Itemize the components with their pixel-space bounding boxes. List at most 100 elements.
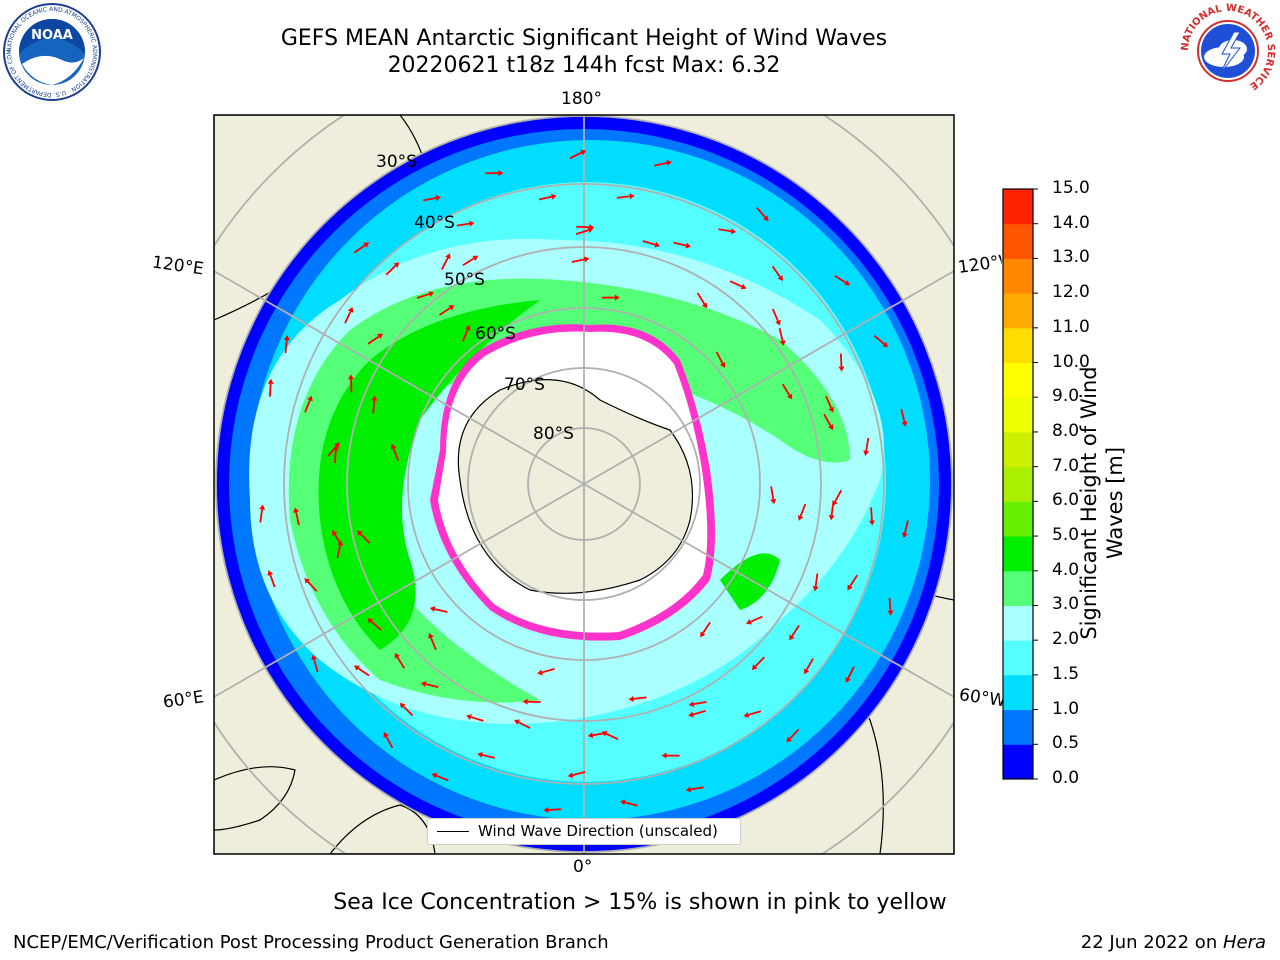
wave-direction-arrow bbox=[715, 351, 724, 364]
wave-direction-arrowhead bbox=[464, 324, 471, 331]
wave-direction-arrow bbox=[754, 656, 766, 668]
lat-label-50s: 50°S bbox=[444, 270, 485, 290]
wave-direction-arrow bbox=[327, 445, 338, 457]
wave-direction-arrowhead bbox=[882, 341, 889, 348]
wave-direction-arrow bbox=[518, 721, 531, 729]
wave-direction-arrow bbox=[441, 257, 449, 270]
wave-direction-arrowhead bbox=[377, 333, 383, 339]
wave-direction-arrowhead bbox=[334, 442, 340, 448]
wave-direction-arrowhead bbox=[786, 736, 792, 743]
colorbar-tick-label: 1.5 bbox=[1052, 663, 1080, 684]
wave-direction-arrow bbox=[307, 581, 318, 592]
colorbar-tick-label: 4.0 bbox=[1052, 559, 1080, 580]
wave-direction-arrow bbox=[259, 509, 264, 523]
credit-line: NCEP/EMC/Verification Post Processing Pr… bbox=[13, 932, 609, 953]
wave-direction-arrowhead bbox=[775, 319, 781, 326]
wave-direction-arrow bbox=[357, 667, 370, 677]
wave-direction-arrow bbox=[359, 533, 371, 544]
colorbar-segment bbox=[1003, 744, 1033, 780]
wave-direction-arrow bbox=[575, 229, 589, 235]
colorbar-segment bbox=[1003, 293, 1033, 329]
wave-direction-arrow bbox=[367, 335, 380, 345]
date-line: 22 Jun 2022 on Hera bbox=[1081, 932, 1266, 953]
wave-direction-arrowhead bbox=[828, 514, 835, 521]
colorbar-segment bbox=[1003, 501, 1033, 537]
wave-direction-arrowhead bbox=[629, 193, 635, 200]
wind-wave-arrows bbox=[259, 149, 909, 813]
wave-direction-arrowhead bbox=[863, 450, 870, 456]
wave-direction-arrowhead bbox=[797, 515, 804, 521]
colorbar-tick-label: 9.0 bbox=[1052, 386, 1080, 407]
wave-direction-arrow bbox=[304, 399, 311, 413]
chart-title: GEFS MEAN Antarctic Significant Height o… bbox=[280, 26, 888, 51]
wave-direction-arrow bbox=[435, 774, 449, 782]
wave-direction-arrowhead bbox=[580, 149, 587, 156]
colorbar-segment bbox=[1003, 640, 1033, 676]
wave-direction-arrowhead bbox=[469, 220, 475, 227]
wave-direction-arrow bbox=[692, 710, 706, 716]
wave-direction-arrow bbox=[385, 265, 397, 276]
wave-direction-arrowhead bbox=[770, 498, 777, 505]
wave-direction-arrow bbox=[462, 257, 475, 267]
wave-direction-arrowhead bbox=[838, 366, 845, 372]
wave-direction-arrow bbox=[336, 545, 341, 559]
nws-logo: NATIONAL WEATHER SERVICE bbox=[1180, 3, 1276, 98]
wave-direction-arrowhead bbox=[293, 507, 299, 513]
wave-direction-arrow bbox=[834, 489, 843, 503]
wave-direction-arrow bbox=[865, 437, 870, 452]
wave-direction-arrowhead bbox=[445, 253, 451, 260]
wave-direction-arrow bbox=[904, 520, 909, 534]
colorbar-segment bbox=[1003, 536, 1033, 572]
colorbar-border bbox=[1002, 188, 1034, 780]
wave-direction-arrowhead bbox=[701, 302, 707, 309]
wave-direction-arrow bbox=[569, 151, 583, 160]
wave-direction-arrowhead bbox=[399, 702, 406, 709]
wave-direction-arrow bbox=[839, 353, 843, 367]
wave-direction-arrowhead bbox=[311, 654, 317, 661]
wave-direction-arrow bbox=[538, 195, 552, 201]
wave-direction-arrowhead bbox=[383, 732, 389, 738]
wave-direction-arrowhead bbox=[654, 241, 661, 248]
colorbar-tick-label: 6.0 bbox=[1052, 490, 1080, 511]
wave-direction-arrowhead bbox=[543, 806, 549, 813]
legend-line-swatch bbox=[437, 831, 469, 832]
wave-direction-arrowhead bbox=[428, 291, 435, 297]
wave-direction-arrowhead bbox=[743, 711, 750, 718]
wave-direction-arrowhead bbox=[589, 224, 595, 231]
wave-direction-arrow bbox=[870, 507, 873, 521]
colorbar-segment bbox=[1003, 362, 1033, 398]
wave-direction-arrowhead bbox=[347, 306, 354, 313]
colorbar-segment bbox=[1003, 570, 1033, 606]
wave-direction-arrow bbox=[805, 658, 814, 671]
wave-direction-arrow bbox=[402, 705, 414, 717]
wave-direction-arrow bbox=[423, 197, 437, 202]
wave-direction-arrow bbox=[313, 659, 319, 673]
noaa-logo: NATIONAL OCEANIC AND ATMOSPHERIC ADMINIS… bbox=[2, 2, 101, 101]
wave-direction-arrowhead bbox=[337, 540, 344, 546]
wave-direction-arrow bbox=[690, 786, 704, 791]
wave-direction-arrow bbox=[823, 413, 832, 427]
wave-direction-arrow bbox=[434, 608, 448, 613]
wave-direction-arrowhead bbox=[472, 255, 479, 261]
colorbar-label: Significant Height of Wind Waves [m] bbox=[1076, 353, 1128, 653]
colorbar-label-line1: Significant Height of Wind bbox=[1077, 366, 1101, 640]
wave-direction-arrowhead bbox=[828, 424, 834, 430]
wave-direction-arrowhead bbox=[567, 772, 574, 779]
colorbar-tick-label: 10.0 bbox=[1052, 351, 1090, 372]
wave-direction-arrowhead bbox=[267, 570, 274, 576]
wave-direction-arrowhead bbox=[751, 664, 758, 670]
wave-direction-arrowhead bbox=[583, 256, 590, 263]
wave-direction-arrowhead bbox=[514, 719, 520, 725]
colorbar-tick-label: 3.0 bbox=[1052, 594, 1080, 615]
colorbar-tick-label: 0.0 bbox=[1052, 768, 1080, 788]
wave-direction-arrowhead bbox=[804, 668, 810, 675]
wave-direction-arrowhead bbox=[832, 500, 838, 506]
colorbar-tick-label: 0.5 bbox=[1052, 733, 1080, 754]
wave-direction-arrowhead bbox=[746, 619, 752, 625]
wave-direction-arrowhead bbox=[307, 395, 313, 402]
wave-direction-arrowhead bbox=[551, 193, 557, 200]
wave-direction-arrow bbox=[673, 241, 687, 247]
wave-direction-arrowhead bbox=[700, 631, 706, 638]
colorbar-tick-label: 5.0 bbox=[1052, 525, 1080, 546]
wave-direction-arrowhead bbox=[685, 786, 692, 793]
